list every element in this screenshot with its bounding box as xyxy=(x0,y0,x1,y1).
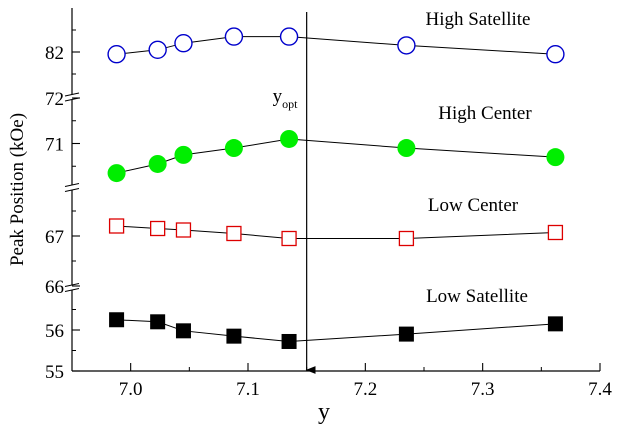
panels: 55 56 66 67 71 72 82 xyxy=(45,29,80,383)
y-tick-label: 82 xyxy=(45,43,64,64)
data-point xyxy=(546,148,565,167)
y-axis-label: Peak Position (kOe) xyxy=(7,113,28,266)
x-tick-label: 7.4 xyxy=(588,379,612,400)
axis-break-mark xyxy=(64,287,80,293)
data-point xyxy=(281,230,297,247)
data-point xyxy=(224,139,243,158)
series-low-satellite xyxy=(109,312,563,349)
optimal-y-label-subscript: opt xyxy=(282,97,298,111)
series-layer xyxy=(107,27,565,349)
data-point xyxy=(279,27,299,46)
data-point xyxy=(150,220,166,237)
data-point xyxy=(174,145,193,164)
data-point xyxy=(397,139,416,158)
data-point xyxy=(175,323,191,339)
data-point xyxy=(107,45,126,64)
axis-break-mark xyxy=(64,182,80,188)
y-tick-label: 67 xyxy=(45,227,64,248)
data-point xyxy=(109,312,125,328)
y-tick-label: 55 xyxy=(45,362,64,383)
data-point xyxy=(175,222,192,238)
data-point xyxy=(547,316,563,332)
data-point xyxy=(280,129,299,148)
data-point xyxy=(108,218,125,234)
series-low-center xyxy=(108,218,564,247)
series-label: High Center xyxy=(438,103,532,124)
data-point xyxy=(398,326,414,342)
y-tick-label: 72 xyxy=(45,89,64,110)
data-point xyxy=(174,34,193,53)
data-point xyxy=(150,314,166,330)
data-point xyxy=(546,45,565,64)
series-high-center xyxy=(107,129,565,183)
x-axis-label: y xyxy=(318,399,330,425)
series-label: High Satellite xyxy=(425,9,530,30)
y-tick-label: 71 xyxy=(45,135,64,156)
series-labels: High Satellite High Center Low Center Low S… xyxy=(425,9,532,307)
data-point xyxy=(547,224,564,241)
axis-break-mark xyxy=(64,282,80,288)
x-tick-label: 7.3 xyxy=(471,379,495,400)
series-label: Low Center xyxy=(428,195,519,216)
x-tick-label: 7.2 xyxy=(353,379,377,400)
x-tick-label: 7.1 xyxy=(236,379,260,400)
optimal-y-label: yopt xyxy=(273,86,299,111)
data-point xyxy=(226,328,242,344)
data-point xyxy=(148,40,167,59)
axes: 7.0 7.1 7.2 7.3 7.4 xyxy=(64,8,612,400)
axis-break-mark xyxy=(64,92,80,97)
data-point xyxy=(224,27,244,46)
axis-break-gap xyxy=(65,185,79,190)
series-high-satellite xyxy=(107,27,565,64)
optimal-y-label-main: y xyxy=(273,86,283,107)
data-point xyxy=(397,36,416,55)
data-point xyxy=(226,225,242,242)
data-point xyxy=(148,154,167,173)
data-point xyxy=(398,230,415,247)
axis-break-gap xyxy=(65,285,79,290)
series-label: Low Satellite xyxy=(426,286,528,307)
data-point xyxy=(281,333,297,349)
axis-break-gap xyxy=(65,94,79,100)
data-point xyxy=(107,164,126,183)
axis-break-mark xyxy=(64,187,80,193)
y-tick-label: 66 xyxy=(45,277,64,298)
y-tick-label: 56 xyxy=(45,321,64,342)
x-tick-label: 7.0 xyxy=(119,379,143,400)
